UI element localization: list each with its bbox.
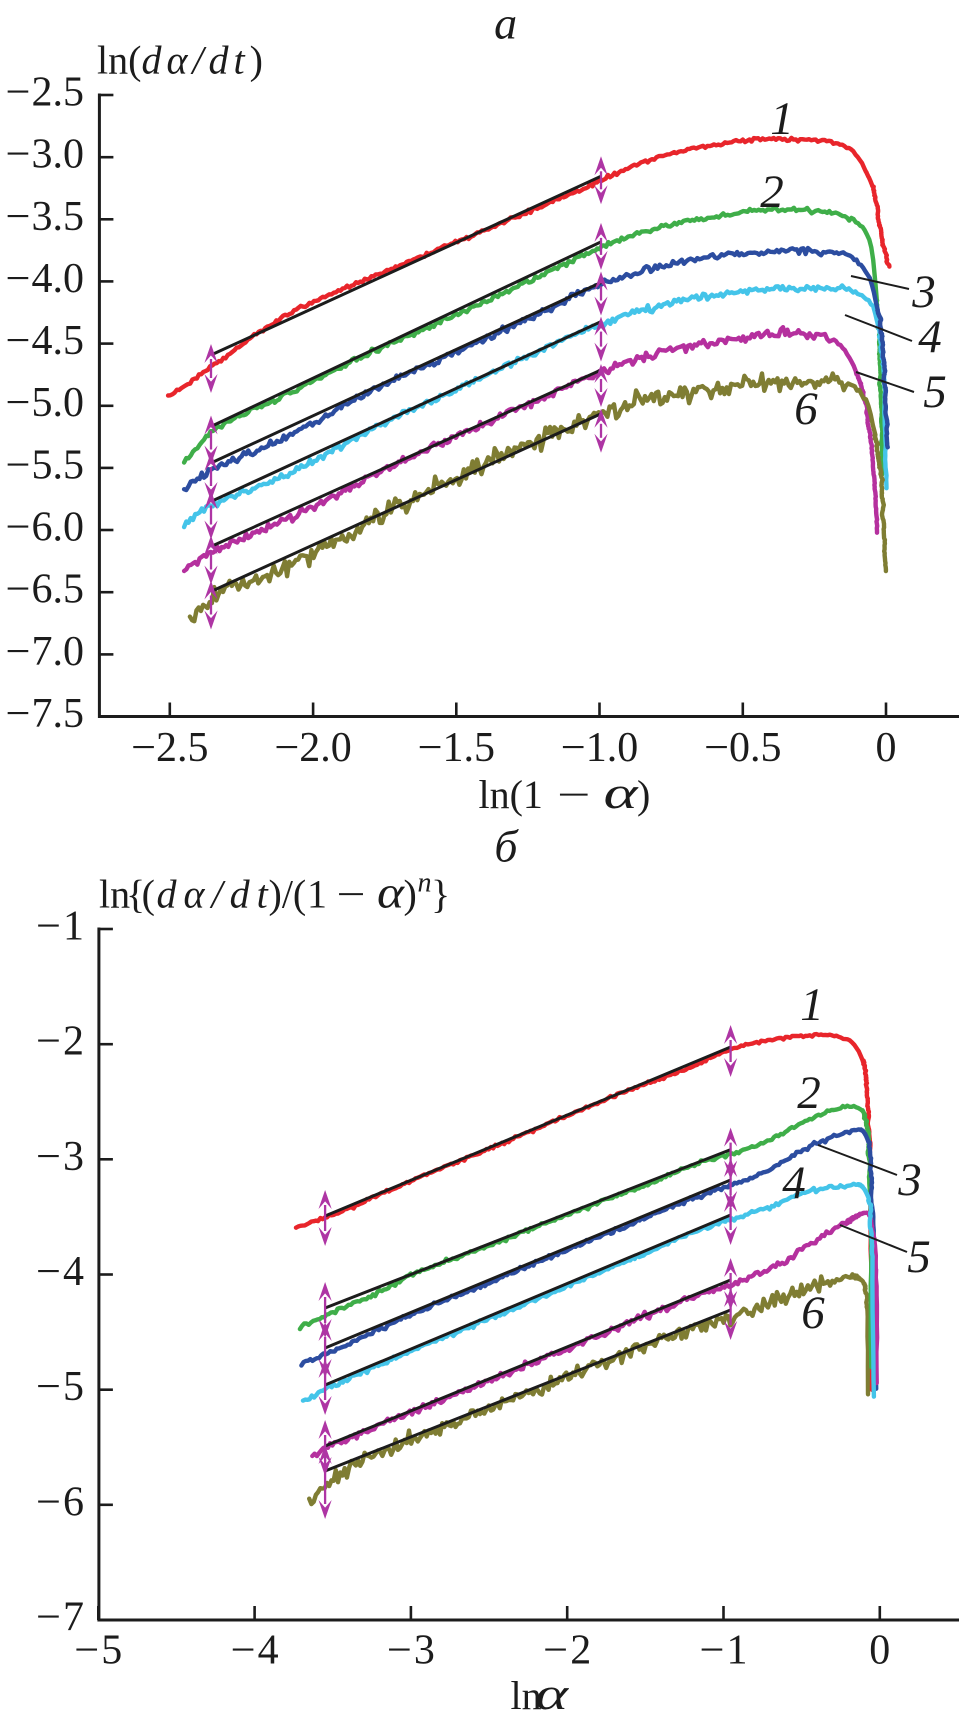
svg-text:5: 5: [907, 1231, 931, 1283]
svg-text:a: a: [494, 0, 517, 48]
svg-text:5.0: 5.0: [32, 380, 85, 426]
svg-text:ln: ln: [99, 872, 130, 917]
svg-text:7.0: 7.0: [32, 629, 85, 675]
svg-text:−: −: [6, 380, 31, 426]
svg-text:−: −: [6, 629, 31, 675]
svg-text:−: −: [700, 1628, 725, 1674]
svg-text:2.0: 2.0: [299, 725, 352, 771]
svg-text:6.0: 6.0: [32, 505, 85, 551]
svg-text:−: −: [36, 1364, 61, 1410]
svg-text:−: −: [387, 1628, 412, 1674]
svg-text:α: α: [535, 1668, 569, 1719]
svg-text:3.0: 3.0: [32, 132, 85, 178]
svg-text:}: }: [431, 872, 450, 917]
svg-text:б: б: [494, 821, 519, 872]
svg-text:4.0: 4.0: [32, 256, 85, 302]
svg-text:−: −: [6, 505, 31, 551]
svg-text:4: 4: [258, 1628, 279, 1674]
svg-text:6: 6: [794, 383, 818, 435]
svg-text:3: 3: [911, 266, 936, 318]
svg-text:−: −: [6, 442, 31, 488]
svg-text:−: −: [6, 194, 31, 240]
svg-text:ln: ln: [511, 1673, 542, 1718]
svg-text:1: 1: [800, 979, 824, 1031]
svg-text:−: −: [131, 725, 156, 771]
svg-text:5: 5: [923, 366, 947, 418]
svg-text:1.5: 1.5: [443, 725, 496, 771]
svg-text:4: 4: [63, 1249, 84, 1295]
svg-text:6: 6: [63, 1479, 84, 1525]
svg-text:4: 4: [782, 1157, 806, 1209]
svg-text:−: −: [6, 256, 31, 302]
svg-text:3.5: 3.5: [32, 194, 85, 240]
svg-text:)/(: )/(: [269, 872, 307, 917]
svg-text:1: 1: [770, 93, 794, 145]
svg-text:1: 1: [727, 1628, 748, 1674]
svg-text:0.5: 0.5: [729, 725, 782, 771]
svg-text:−: −: [6, 691, 31, 737]
svg-text:−: −: [36, 1595, 61, 1641]
svg-text:5: 5: [63, 1364, 84, 1410]
svg-text:5: 5: [101, 1628, 122, 1674]
svg-text:ln(dα/dt): ln(dα/dt): [97, 38, 263, 83]
svg-text:dα/dt: dα/dt: [157, 872, 275, 917]
svg-text:4.5: 4.5: [32, 318, 85, 364]
svg-text:−: −: [557, 772, 591, 817]
svg-text:2: 2: [63, 1019, 84, 1065]
svg-text:0: 0: [876, 725, 897, 771]
svg-text:−: −: [36, 1249, 61, 1295]
svg-text:−: −: [6, 318, 31, 364]
svg-text:7.5: 7.5: [32, 691, 85, 737]
svg-text:2.5: 2.5: [32, 70, 85, 116]
svg-text:3: 3: [414, 1628, 435, 1674]
svg-text:α: α: [377, 867, 405, 918]
svg-text:α: α: [604, 767, 639, 818]
svg-text:6.5: 6.5: [32, 567, 85, 613]
svg-text:1: 1: [307, 872, 327, 917]
svg-text:−: −: [6, 567, 31, 613]
svg-text:4: 4: [918, 311, 942, 363]
svg-text:2: 2: [760, 166, 784, 218]
svg-text:−: −: [36, 1479, 61, 1525]
svg-text:5.5: 5.5: [32, 442, 85, 488]
svg-text:−: −: [418, 725, 443, 771]
svg-text:−: −: [36, 1134, 61, 1180]
svg-text:(: (: [142, 872, 155, 917]
svg-text:−: −: [36, 904, 61, 950]
svg-text:n: n: [418, 868, 432, 899]
svg-text:2: 2: [797, 1067, 821, 1119]
svg-text:6: 6: [801, 1287, 825, 1339]
svg-text:−: −: [6, 132, 31, 178]
svg-text:): ): [637, 772, 650, 817]
svg-text:3: 3: [63, 1134, 84, 1180]
svg-text:−: −: [337, 872, 366, 917]
svg-text:2.5: 2.5: [156, 725, 209, 771]
svg-text:−: −: [561, 725, 586, 771]
svg-text:−: −: [36, 1019, 61, 1065]
svg-text:): ): [404, 872, 417, 917]
svg-text:7: 7: [63, 1595, 84, 1641]
svg-text:1.0: 1.0: [586, 725, 639, 771]
svg-text:1: 1: [63, 904, 84, 950]
svg-text:3: 3: [897, 1154, 922, 1206]
svg-text:−: −: [274, 725, 299, 771]
svg-text:{: {: [126, 872, 145, 917]
svg-text:0: 0: [869, 1628, 890, 1674]
svg-text:−: −: [231, 1628, 256, 1674]
svg-text:−: −: [6, 70, 31, 116]
svg-text:2: 2: [570, 1628, 591, 1674]
svg-text:ln(1: ln(1: [479, 772, 543, 817]
svg-text:−: −: [74, 1628, 99, 1674]
svg-text:−: −: [704, 725, 729, 771]
svg-text:−: −: [543, 1628, 568, 1674]
